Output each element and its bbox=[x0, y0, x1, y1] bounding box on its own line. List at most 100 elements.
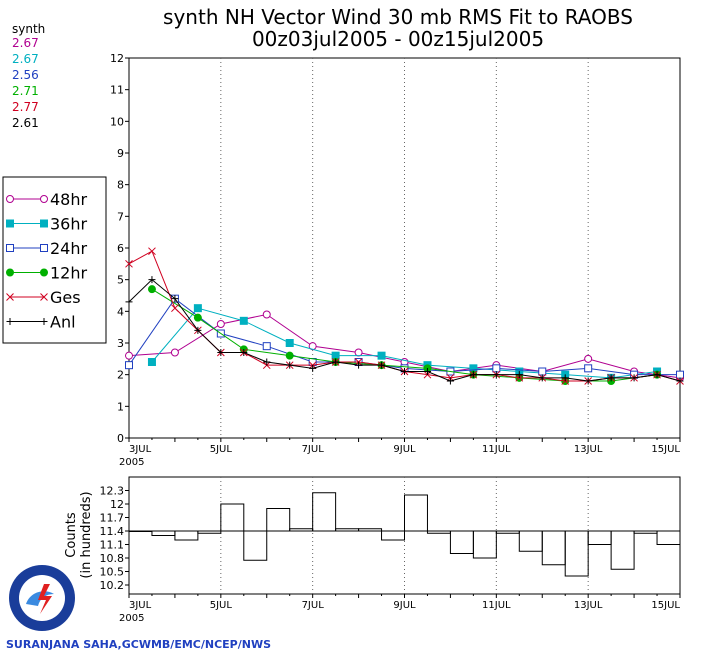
series-point bbox=[561, 374, 569, 382]
series-point bbox=[354, 348, 363, 357]
lower-y-tick-label: 11.7 bbox=[100, 512, 125, 525]
series-point bbox=[262, 342, 271, 351]
series-point bbox=[584, 364, 593, 373]
series-point bbox=[171, 295, 179, 303]
lower-x-tick-sublabel: 2005 bbox=[119, 613, 144, 624]
series-point bbox=[193, 313, 202, 322]
lower-ylabel-line1: Counts bbox=[64, 512, 79, 558]
series-point bbox=[423, 368, 431, 375]
series-point bbox=[148, 247, 156, 256]
upper-y-tick-label: 8 bbox=[117, 179, 124, 192]
lower-x-axis: 3JUL 2005 5JUL 7JUL 9JUL 11JUL 13JUL 15JUL bbox=[119, 594, 681, 624]
count-bar bbox=[656, 530, 681, 545]
lower-x-tick-label: 11JUL bbox=[482, 600, 511, 611]
upper-x-axis: 3JUL 2005 5JUL 7JUL 9JUL 11JUL 13JUL 15JUL bbox=[119, 438, 681, 468]
series-point bbox=[125, 259, 133, 268]
series-point bbox=[125, 298, 133, 306]
series-point bbox=[584, 354, 593, 363]
legend-marker bbox=[40, 318, 48, 325]
legend: 48hr 36hr 24hr 12hr Ges Anl bbox=[2, 176, 107, 344]
series-point bbox=[240, 349, 248, 356]
upper-y-tick-label: 6 bbox=[117, 242, 124, 255]
stats-value: 2.67 bbox=[12, 36, 39, 50]
legend-marker bbox=[40, 195, 48, 203]
legend-label: 12hr bbox=[50, 264, 88, 283]
count-bar bbox=[541, 530, 566, 566]
upper-x-tick-label: 13JUL bbox=[574, 444, 603, 455]
series-point bbox=[194, 326, 202, 334]
count-bar bbox=[312, 492, 337, 532]
upper-y-tick-label: 3 bbox=[117, 337, 124, 350]
series-point bbox=[378, 361, 386, 369]
stats-values: 2.67 2.67 2.56 2.71 2.77 2.61 bbox=[12, 36, 39, 130]
lower-y-tick-label: 10.8 bbox=[100, 552, 125, 565]
stats-header: synth bbox=[12, 22, 45, 36]
series-point bbox=[193, 304, 202, 313]
series-point bbox=[492, 371, 500, 379]
series-anl bbox=[125, 276, 684, 385]
lower-y-tick-label: 12.3 bbox=[100, 485, 125, 498]
legend-item: Anl bbox=[6, 313, 76, 332]
upper-y-tick-label: 5 bbox=[117, 274, 124, 287]
count-bar bbox=[174, 530, 199, 541]
legend-marker bbox=[6, 219, 14, 228]
series-point bbox=[147, 358, 156, 366]
legend-label: 24hr bbox=[50, 239, 88, 258]
series-point bbox=[285, 351, 294, 360]
legend-frame bbox=[2, 176, 107, 344]
series-point bbox=[171, 304, 179, 313]
footer-credit: SURANJANA SAHA,GCWMB/EMC/NCEP/NWS bbox=[6, 638, 271, 650]
lower-y-tick-label: 10.2 bbox=[100, 579, 125, 592]
legend-item: Ges bbox=[6, 288, 81, 307]
series-point bbox=[286, 361, 294, 369]
chart-subtitle: 00z03jul2005 - 00z15jul2005 bbox=[252, 27, 544, 51]
legend-marker bbox=[40, 268, 48, 277]
legend-item: 12hr bbox=[6, 264, 88, 283]
series-point bbox=[492, 364, 501, 373]
legend-marker bbox=[6, 244, 14, 252]
series-point bbox=[630, 374, 638, 382]
series-point bbox=[538, 374, 546, 382]
upper-y-tick-label: 9 bbox=[117, 147, 124, 160]
lower-y-tick-label: 12 bbox=[110, 498, 124, 511]
lower-y-tick-label: 10.5 bbox=[100, 566, 125, 579]
upper-y-tick-label: 2 bbox=[117, 369, 124, 382]
lower-x-tick-label: 5JUL bbox=[210, 600, 233, 611]
legend-marker bbox=[40, 219, 48, 228]
series-point bbox=[653, 371, 661, 379]
upper-x-tick-sublabel: 2005 bbox=[119, 457, 144, 468]
legend-marker bbox=[6, 195, 14, 203]
upper-x-tick-label: 11JUL bbox=[482, 444, 511, 455]
upper-y-tick-label: 4 bbox=[117, 305, 124, 318]
series-point bbox=[125, 361, 133, 370]
legend-label: Anl bbox=[50, 313, 76, 332]
legend-item: 48hr bbox=[6, 190, 88, 209]
stats-value: 2.71 bbox=[12, 84, 39, 98]
series-point bbox=[446, 377, 454, 385]
lower-bars bbox=[128, 492, 681, 577]
count-bar bbox=[587, 530, 612, 545]
count-bar bbox=[610, 530, 635, 570]
lower-y-tick-label: 11.4 bbox=[100, 525, 125, 538]
lower-x-tick-label: 3JUL bbox=[129, 600, 152, 611]
legend-item: 24hr bbox=[6, 239, 88, 258]
series-point bbox=[147, 285, 156, 294]
stats-value: 2.61 bbox=[12, 116, 39, 130]
count-bar bbox=[564, 530, 589, 577]
series-point bbox=[263, 358, 271, 366]
legend-marker bbox=[6, 318, 14, 325]
series-point bbox=[377, 351, 386, 360]
series-point bbox=[515, 371, 523, 379]
series-point bbox=[607, 374, 615, 382]
lower-x-tick-label: 15JUL bbox=[651, 600, 680, 611]
upper-y-tick-label: 0 bbox=[117, 432, 124, 445]
count-bar bbox=[518, 530, 543, 552]
upper-y-tick-label: 7 bbox=[117, 210, 124, 223]
lower-ylabel-line2: (in hundreds) bbox=[79, 491, 94, 578]
series-point bbox=[676, 370, 684, 379]
series-line bbox=[151, 307, 658, 379]
legend-marker bbox=[40, 244, 48, 252]
upper-series bbox=[125, 247, 684, 385]
lower-x-tick-label: 9JUL bbox=[393, 600, 416, 611]
